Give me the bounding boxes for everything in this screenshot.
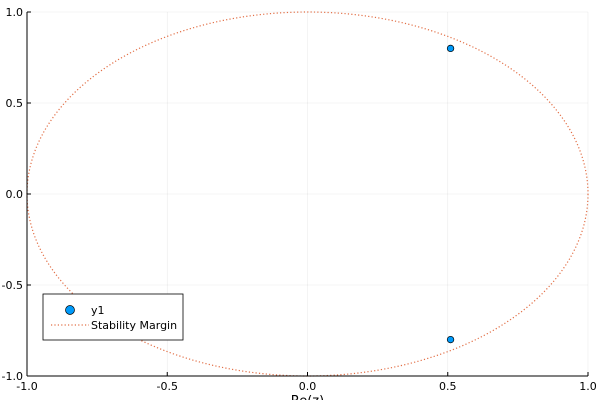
- y-tick-label: -1.0: [2, 370, 23, 383]
- legend-label: Stability Margin: [91, 319, 177, 332]
- legend-label: y1: [91, 304, 105, 317]
- data-points-layer: [446, 44, 455, 344]
- x-tick-label: -0.5: [157, 380, 178, 393]
- data-point: [446, 335, 455, 344]
- legend-marker-y1: [65, 305, 75, 315]
- x-axis-label: Re(z): [291, 394, 324, 400]
- data-point: [446, 44, 455, 53]
- y-tick-label: -0.5: [2, 279, 23, 292]
- y-tick-label: 0.5: [6, 97, 24, 110]
- x-tick-label: 0.5: [439, 380, 457, 393]
- legend: y1 Stability Margin: [42, 293, 184, 341]
- x-tick-label: 1.0: [579, 380, 597, 393]
- legend-box: [42, 293, 184, 341]
- x-tick-label: 0.0: [299, 380, 317, 393]
- axes: -1.0 -0.5 0.0 0.5 1.0 -1.0 -0.5 0.0 0.5 1.0 Re(z): [2, 6, 597, 400]
- y-tick-label: 0.0: [6, 188, 24, 201]
- y-tick-label: 1.0: [6, 6, 24, 19]
- x-tick-label: -1.0: [16, 380, 37, 393]
